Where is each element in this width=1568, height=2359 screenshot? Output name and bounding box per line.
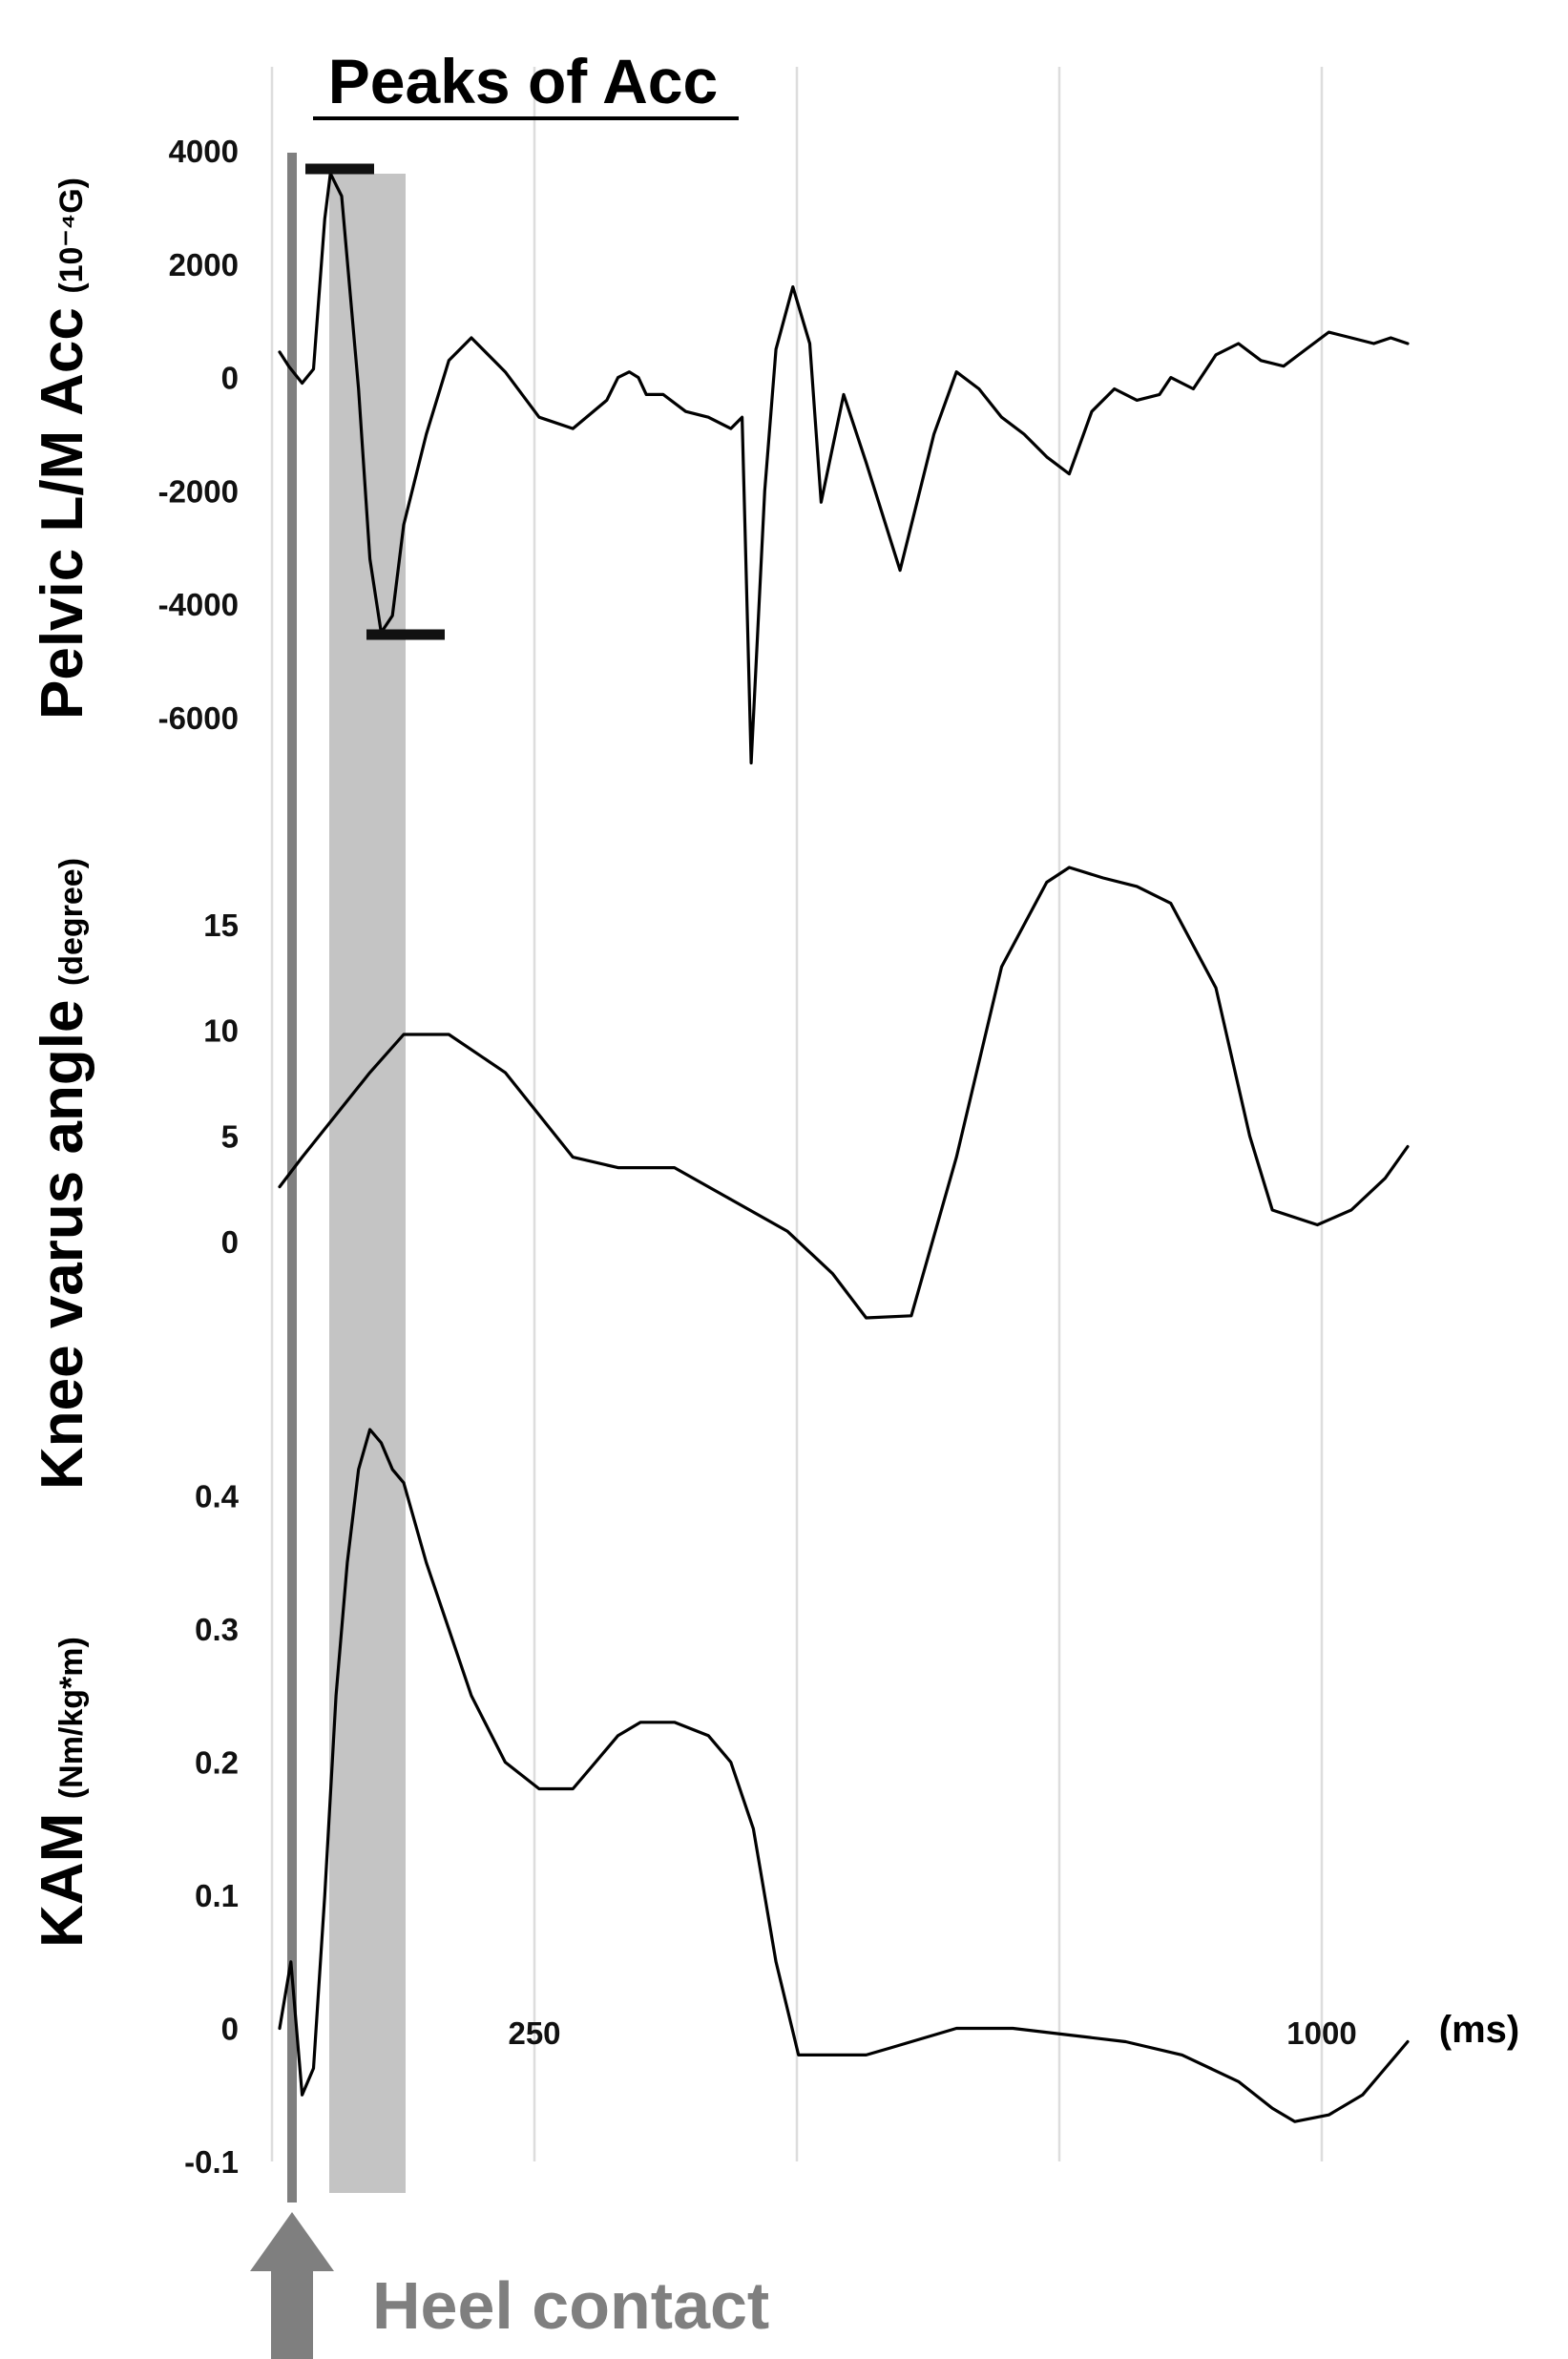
heel-contact-line (287, 153, 297, 2202)
y-tick-knee_varus-0: 15 (203, 908, 239, 943)
x-tick-250: 250 (508, 2015, 560, 2051)
x-tick-1000: 1000 (1286, 2015, 1356, 2051)
y-tick-knee_varus-2: 5 (221, 1118, 239, 1154)
series-line-kam (278, 1428, 1410, 2123)
axis-title-knee: Knee varus angle (degree) (30, 858, 95, 1490)
axis-title-kam: KAM (Nm/kg*m) (30, 1637, 95, 1948)
y-tick-pelvic_acc-5: -6000 (158, 700, 239, 736)
y-tick-pelvic_acc-1: 2000 (169, 247, 239, 282)
heel-contact-label: Heel contact (372, 2268, 769, 2343)
y-tick-kam-0: 0.4 (195, 1479, 240, 1514)
axis-title-pelvic: Pelvic L/M Acc (10⁻⁴G) (30, 177, 95, 720)
y-tick-kam-3: 0.1 (195, 1878, 239, 1913)
series-lines (278, 172, 1410, 2123)
y-tick-kam-1: 0.3 (195, 1612, 239, 1647)
heel-contact-arrow-icon (250, 2212, 334, 2359)
series-line-pelvic_acc (278, 172, 1410, 765)
axis-title-kam-unit: (Nm/kg*m) (53, 1637, 90, 1799)
y-tick-kam-2: 0.2 (195, 1745, 239, 1781)
y-tick-kam-4: 0 (221, 2012, 239, 2047)
axis-title-kam-main: KAM (30, 1813, 95, 1948)
y-tick-pelvic_acc-3: -2000 (158, 473, 239, 509)
x-unit-label: (ms) (1439, 2009, 1519, 2051)
axis-title-pelvic-main: Pelvic L/M Acc (30, 307, 95, 720)
y-tick-knee_varus-1: 10 (203, 1013, 239, 1049)
gridlines (270, 67, 1324, 2161)
y-tick-pelvic_acc-2: 0 (221, 361, 239, 396)
figure-title: Peaks of Acc (328, 46, 718, 116)
y-tick-pelvic_acc-4: -4000 (158, 587, 239, 622)
peaks-window-band (329, 174, 406, 2193)
y-tick-labels: 4000 2000 0 -2000 -4000 -6000 15 10 5 0 0.4 0.3 0.2 0… (158, 134, 240, 2180)
y-tick-kam-5: -0.1 (184, 2144, 239, 2180)
axis-title-knee-unit: (degree) (53, 858, 90, 986)
axis-title-pelvic-unit: (10⁻⁴G) (53, 177, 90, 294)
axis-title-knee-main: Knee varus angle (30, 1000, 95, 1490)
series-line-knee_varus (278, 866, 1410, 1320)
y-tick-knee_varus-3: 0 (221, 1224, 239, 1260)
y-tick-pelvic_acc-0: 4000 (169, 134, 239, 169)
